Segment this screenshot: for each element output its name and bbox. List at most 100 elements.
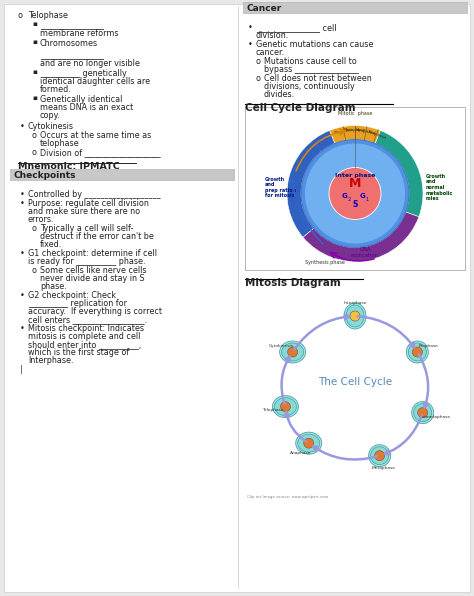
Text: Some cells like nerve cells: Some cells like nerve cells (40, 266, 146, 275)
Text: is ready for __________ phase.: is ready for __________ phase. (28, 257, 146, 266)
Ellipse shape (273, 396, 299, 418)
Text: and are no longer visible: and are no longer visible (40, 59, 140, 68)
Text: o: o (32, 131, 37, 140)
Text: Mutations cause cell to: Mutations cause cell to (264, 57, 357, 66)
Text: •: • (20, 190, 25, 199)
Circle shape (281, 402, 291, 412)
Text: Metaphase: Metaphase (344, 129, 366, 132)
Text: cell enters __________________.: cell enters __________________. (28, 315, 147, 324)
Text: Interphase: Interphase (343, 301, 367, 305)
Text: 1: 1 (365, 197, 369, 202)
Wedge shape (303, 212, 419, 262)
Text: and make sure there are no: and make sure there are no (28, 207, 140, 216)
Text: Mitotic  phase: Mitotic phase (338, 111, 372, 116)
Text: Prophase: Prophase (419, 343, 438, 347)
Text: Genetically identical: Genetically identical (40, 95, 122, 104)
Text: DNA
replication: DNA replication (351, 247, 379, 258)
Text: ▪: ▪ (32, 95, 37, 101)
FancyBboxPatch shape (243, 2, 467, 13)
Text: Anaphase: Anaphase (290, 451, 311, 455)
Text: mitosis is complete and cell: mitosis is complete and cell (28, 332, 140, 341)
Text: •: • (248, 23, 253, 32)
Text: •: • (20, 249, 25, 258)
Ellipse shape (274, 398, 296, 415)
Text: __________ genetically: __________ genetically (40, 69, 127, 78)
Text: identical daughter cells are: identical daughter cells are (40, 77, 150, 86)
Ellipse shape (369, 445, 391, 467)
Text: Metaphase: Metaphase (372, 466, 396, 470)
Text: Occurs at the same time as: Occurs at the same time as (40, 131, 151, 140)
Text: The Cell Cycle: The Cell Cycle (318, 377, 392, 387)
Text: Controlled by ___________________: Controlled by ___________________ (28, 190, 161, 199)
Text: Cytokinesis: Cytokinesis (269, 343, 294, 347)
Text: copy.: copy. (40, 111, 61, 120)
Text: ▪: ▪ (32, 39, 37, 45)
Text: means DNA is an exact: means DNA is an exact (40, 103, 133, 112)
Text: •: • (20, 122, 25, 131)
Text: which is the first stage of: which is the first stage of (28, 348, 129, 357)
Text: errors.: errors. (28, 215, 55, 224)
Text: |: | (20, 365, 23, 374)
Text: membrane reforms: membrane reforms (40, 29, 118, 38)
Text: •: • (248, 40, 253, 49)
Text: Typically a cell will self-: Typically a cell will self- (40, 224, 133, 233)
Ellipse shape (280, 341, 306, 363)
Text: G1 checkpoint: determine if cell: G1 checkpoint: determine if cell (28, 249, 157, 258)
Wedge shape (287, 131, 335, 237)
Text: fixed.: fixed. (40, 240, 62, 249)
Text: Clip art Image source: www.wpclpart.com: Clip art Image source: www.wpclpart.com (247, 495, 328, 499)
Text: divisions, continuously: divisions, continuously (264, 82, 355, 91)
Text: Anaphase: Anaphase (356, 128, 376, 135)
Text: Mitosis Diagram: Mitosis Diagram (245, 278, 341, 288)
Text: __________ replication for: __________ replication for (28, 299, 127, 308)
Text: Chromosomes: Chromosomes (40, 39, 98, 48)
Ellipse shape (298, 434, 320, 452)
Text: Telophase: Telophase (366, 129, 387, 139)
Ellipse shape (282, 343, 304, 361)
Ellipse shape (414, 403, 432, 421)
Ellipse shape (409, 343, 426, 361)
Text: Cytokinesis: Cytokinesis (28, 122, 74, 131)
Circle shape (301, 139, 409, 247)
Text: Growth
and
prep ration
for mitosis: Growth and prep ration for mitosis (265, 176, 296, 198)
Ellipse shape (406, 341, 428, 363)
Text: Mnemonic: IPMATC: Mnemonic: IPMATC (18, 162, 120, 171)
Text: Cell Cycle Diagram: Cell Cycle Diagram (245, 103, 356, 113)
Text: Growth
and
normal
metabolic
roles: Growth and normal metabolic roles (426, 174, 453, 201)
Text: Cancer: Cancer (247, 4, 282, 13)
Circle shape (374, 451, 384, 461)
Circle shape (288, 347, 298, 357)
Text: ________________: ________________ (40, 51, 104, 60)
Ellipse shape (296, 432, 322, 454)
Text: •: • (20, 324, 25, 333)
Text: accuracy.  If everything is correct: accuracy. If everything is correct (28, 307, 162, 316)
Text: phase.: phase. (40, 282, 67, 291)
Circle shape (350, 311, 360, 321)
Text: S: S (352, 200, 358, 209)
Text: Prometaphase: Prometaphase (419, 415, 450, 419)
Text: o: o (256, 57, 261, 66)
Circle shape (305, 144, 405, 244)
Text: formed.: formed. (40, 85, 72, 94)
Text: cancer.: cancer. (256, 48, 285, 57)
Text: ▪: ▪ (32, 69, 37, 75)
Circle shape (412, 347, 422, 357)
Text: 2: 2 (347, 197, 351, 202)
Ellipse shape (344, 303, 366, 329)
Text: o: o (32, 266, 37, 275)
Text: telophase: telophase (40, 139, 80, 148)
Text: should enter into __________,: should enter into __________, (28, 340, 141, 349)
Circle shape (304, 438, 314, 448)
Text: G: G (360, 193, 366, 198)
Ellipse shape (411, 402, 434, 424)
FancyBboxPatch shape (245, 107, 465, 270)
Text: Inter phase: Inter phase (335, 173, 375, 178)
Text: Genetic mutations can cause: Genetic mutations can cause (256, 40, 374, 49)
Text: divides.: divides. (264, 90, 295, 99)
Text: destruct if the error can't be: destruct if the error can't be (40, 232, 154, 241)
Circle shape (418, 408, 428, 418)
FancyBboxPatch shape (10, 169, 234, 180)
Text: •: • (20, 291, 25, 300)
Text: Telophase: Telophase (28, 11, 68, 20)
Ellipse shape (371, 446, 389, 465)
